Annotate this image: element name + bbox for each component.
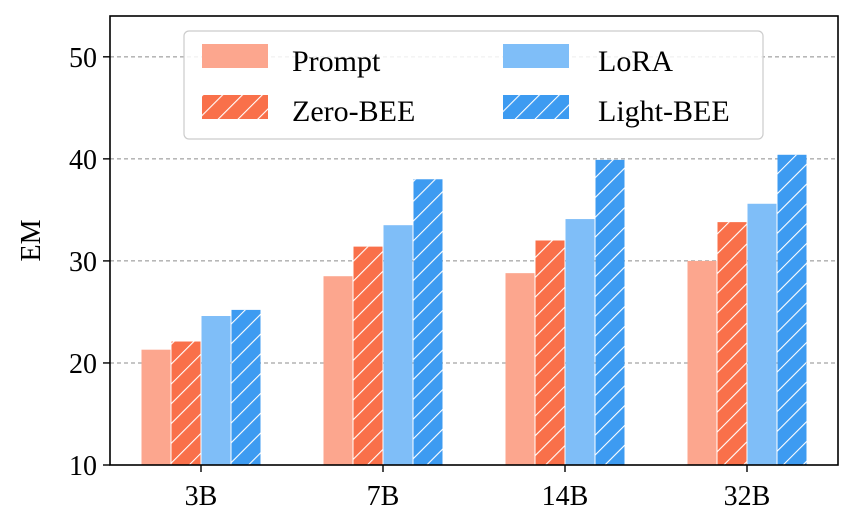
bar-prompt-3b [141, 349, 171, 465]
x-tick-label: 32B [724, 481, 771, 512]
y-tick-label: 20 [69, 349, 97, 380]
bar-hatch [413, 179, 443, 466]
bars [141, 154, 807, 466]
bar-hatch [717, 222, 747, 465]
legend-box [183, 30, 764, 140]
axis-ticks: 10 20 30 40 50 3B 7B 14B 32B [69, 43, 770, 512]
bar-lora-14b [565, 219, 595, 465]
legend: Prompt Zero-BEE LoRA Light-BEE [183, 30, 764, 140]
legend-swatch-hatch [202, 95, 268, 119]
y-tick-label: 50 [69, 43, 97, 74]
bar-hatch [535, 240, 565, 465]
bar-hatch [595, 159, 625, 465]
x-tick-label: 14B [542, 481, 589, 512]
y-tick-label: 40 [69, 145, 97, 176]
plot-frame [109, 15, 839, 466]
legend-label-light-bee: Light-BEE [598, 95, 730, 128]
y-axis-label: EM [16, 219, 47, 261]
bar-prompt-32b [687, 260, 717, 465]
bar-hatch [353, 246, 383, 465]
bar-hatch [777, 154, 807, 466]
bar-prompt-14b [505, 273, 535, 465]
legend-label-prompt: Prompt [292, 45, 381, 78]
bar-lora-32b [747, 203, 777, 465]
legend-swatch-hatch [503, 95, 569, 119]
x-tick-label: 3B [185, 481, 218, 512]
y-tick-label: 30 [69, 247, 97, 278]
legend-swatch-prompt [202, 44, 268, 68]
legend-label-zero-bee: Zero-BEE [292, 95, 415, 128]
legend-swatch-lora [503, 44, 569, 68]
bar-lora-3b [201, 316, 231, 465]
bar-hatch [171, 341, 201, 465]
bar-prompt-7b [323, 276, 353, 465]
legend-label-lora: LoRA [598, 45, 673, 78]
bar-lora-7b [383, 225, 413, 465]
y-tick-label: 10 [69, 451, 97, 482]
bar-hatch [231, 309, 261, 465]
x-tick-label: 7B [367, 481, 400, 512]
